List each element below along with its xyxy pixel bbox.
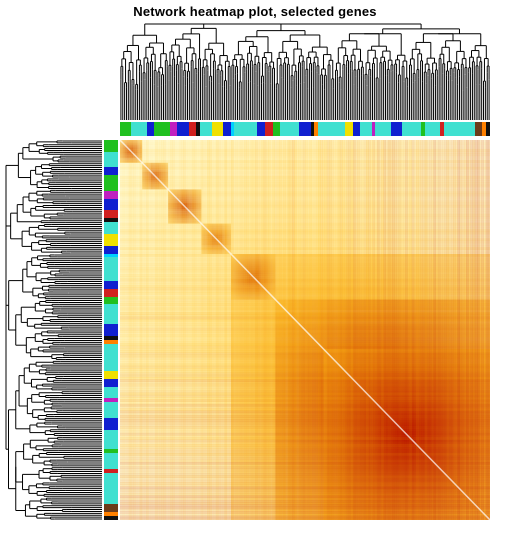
module-segment (375, 122, 390, 136)
module-segment (104, 191, 118, 199)
heatmap (120, 140, 490, 520)
module-segment (104, 344, 118, 371)
chart-title: Network heatmap plot, selected genes (0, 4, 510, 19)
module-segment (200, 122, 211, 136)
module-colorbar-top (120, 122, 490, 136)
module-segment (104, 387, 118, 399)
dendrogram-top-svg (120, 22, 490, 120)
dendrogram-left (4, 140, 102, 520)
module-segment (104, 257, 118, 281)
module-segment (104, 289, 118, 297)
module-segment (104, 234, 118, 246)
module-segment (104, 324, 118, 336)
module-segment (265, 122, 273, 136)
module-segment (104, 379, 118, 387)
module-segment (104, 402, 118, 418)
module-segment (475, 122, 483, 136)
module-segment (170, 122, 178, 136)
heatmap-svg (120, 140, 490, 520)
module-segment (104, 418, 118, 430)
module-segment (104, 504, 118, 512)
module-segment (104, 140, 118, 152)
module-segment (318, 122, 345, 136)
module-segment (234, 122, 257, 136)
module-segment (257, 122, 265, 136)
module-segment (104, 304, 118, 324)
module-segment (104, 281, 118, 289)
module-segment (104, 371, 118, 379)
module-segment (154, 122, 169, 136)
module-segment (131, 122, 146, 136)
module-segment (104, 473, 118, 504)
module-segment (104, 199, 118, 211)
module-segment (212, 122, 223, 136)
module-segment (353, 122, 361, 136)
module-segment (104, 210, 118, 218)
module-segment (104, 222, 118, 234)
module-segment (177, 122, 188, 136)
module-segment (444, 122, 475, 136)
dendrogram-top (120, 22, 490, 120)
module-segment (104, 175, 118, 191)
module-segment (104, 453, 118, 469)
module-segment (104, 167, 118, 175)
module-segment (391, 122, 402, 136)
module-segment (120, 122, 131, 136)
module-segment (360, 122, 371, 136)
module-segment (273, 122, 281, 136)
module-segment (486, 122, 490, 136)
module-segment (104, 246, 118, 254)
module-segment (223, 122, 231, 136)
module-segment (299, 122, 310, 136)
module-segment (402, 122, 421, 136)
module-segment (345, 122, 353, 136)
module-segment (104, 297, 118, 305)
module-segment (104, 430, 118, 450)
module-colorbar-left (104, 140, 118, 520)
module-segment (104, 516, 118, 520)
module-segment (425, 122, 440, 136)
module-segment (104, 152, 118, 168)
figure: Network heatmap plot, selected genes (0, 0, 510, 539)
module-segment (189, 122, 197, 136)
dendrogram-left-svg (4, 140, 102, 520)
module-segment (280, 122, 299, 136)
module-segment (147, 122, 155, 136)
